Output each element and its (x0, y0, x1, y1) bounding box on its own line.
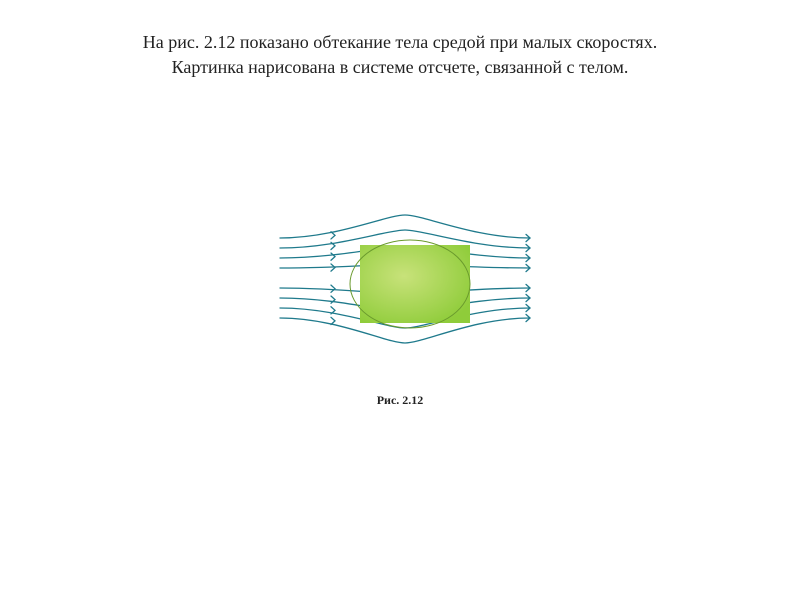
streamline (280, 215, 530, 238)
figure-caption: Рис. 2.12 (0, 393, 800, 408)
page-title: На рис. 2.12 показано обтекание тела сре… (0, 30, 800, 80)
page: На рис. 2.12 показано обтекание тела сре… (0, 0, 800, 600)
figure-container: Рис. 2.12 (0, 190, 800, 408)
title-line2: Картинка нарисована в системе отсчете, с… (30, 55, 770, 80)
flow-svg (220, 190, 580, 370)
flow-diagram (220, 190, 580, 375)
body-rect (360, 245, 470, 323)
title-line1: На рис. 2.12 показано обтекание тела сре… (143, 32, 657, 52)
